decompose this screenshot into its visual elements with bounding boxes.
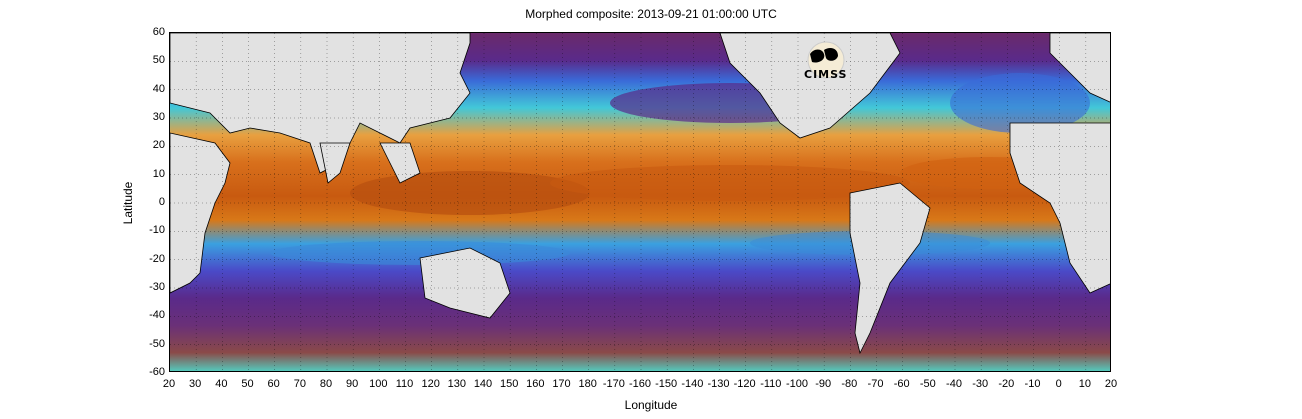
latitude-tick-label: -20 [149,252,165,265]
longitude-tick-label: -150 [655,378,678,390]
latitude-tick-label: -60 [149,366,165,378]
longitude-tick-label: -50 [919,378,936,390]
longitude-tick-label: -20 [998,378,1015,390]
logo-graphic [807,41,845,79]
latitude-tick-label: -10 [149,224,165,237]
longitude-tick-label: 60 [267,378,280,390]
logo-swirl [824,48,838,61]
precipitable-water-map [169,32,1111,372]
longitude-tick-label: 110 [395,378,414,390]
south-america-land [849,182,931,355]
longitude-tick-label: 130 [447,378,466,390]
longitude-tick-label: 80 [319,378,333,390]
australia-land [419,247,511,319]
africa-east-land [1009,122,1110,294]
longitude-tick-label: 170 [552,378,571,390]
longitude-tick-label: 160 [526,378,545,390]
longitude-tick-label: 40 [215,378,228,390]
longitude-tick-label: -10 [1024,378,1041,390]
longitude-tick-label: -100 [785,378,809,390]
longitude-tick-label: -80 [841,378,858,390]
longitude-tick-label: 30 [189,378,202,390]
landmasses [170,33,1110,355]
north-america-land [719,33,901,139]
longitude-tick-label: -30 [972,378,989,390]
longitude-tick-label: -110 [760,378,782,390]
longitude-tick-label: 10 [1078,378,1091,390]
longitude-tick-label: 150 [499,378,519,390]
longitude-tick-label: 70 [293,378,306,390]
latitude-tick-label: -40 [149,309,165,322]
latitude-tick-label: 60 [152,26,165,38]
latitude-tick-label: -30 [149,281,165,293]
latitude-tick-label: 30 [152,111,165,123]
southeast-asia-land [379,142,421,184]
longitude-tick-label: -130 [707,378,730,390]
longitude-tick-label: 140 [473,378,493,390]
longitude-tick-label: 0 [1055,378,1062,390]
longitude-tick-label: -40 [946,378,962,390]
longitude-tick-label: -70 [867,378,884,390]
logo-swirl [810,49,825,63]
latitude-tick-label: 10 [152,167,165,180]
longitude-tick-label: -120 [733,378,756,390]
map-title: Morphed composite: 2013-09-21 01:00:00 U… [525,7,777,21]
india-land [319,142,351,184]
europe-land [1049,33,1110,103]
eurasia-land [170,33,471,174]
longitude-tick-label: 100 [369,378,388,390]
latitude-tick-label: 40 [152,82,165,95]
graticule [170,33,1110,371]
longitude-tick-label: 20 [162,378,176,390]
longitude-tick-label: 180 [578,378,597,390]
longitude-tick-label: -140 [681,378,704,390]
longitude-tick-label: -160 [628,378,652,390]
moisture-band [350,171,590,215]
latitude-tick-label: -50 [149,337,165,350]
x-axis-label: Longitude [624,398,678,412]
dry-band [270,241,570,265]
y-axis-label: Latitude [121,181,135,225]
cimss-logo [800,40,852,84]
longitude-tick-label: 20 [1104,378,1118,390]
longitude-tick-label: 120 [421,378,440,390]
map-canvas [170,33,1110,371]
latitude-tick-label: 50 [152,54,165,67]
longitude-tick-label: -170 [602,378,625,390]
latitude-tick-label: 0 [158,196,165,208]
logo-text: CIMSS [804,68,848,81]
moisture-band [550,165,910,201]
longitude-tick-label: -60 [893,378,910,390]
longitude-tick-label: -90 [815,378,832,390]
longitude-tick-label: 90 [346,378,359,390]
longitude-tick-label: 50 [241,378,254,390]
latitude-tick-label: 20 [152,139,165,152]
